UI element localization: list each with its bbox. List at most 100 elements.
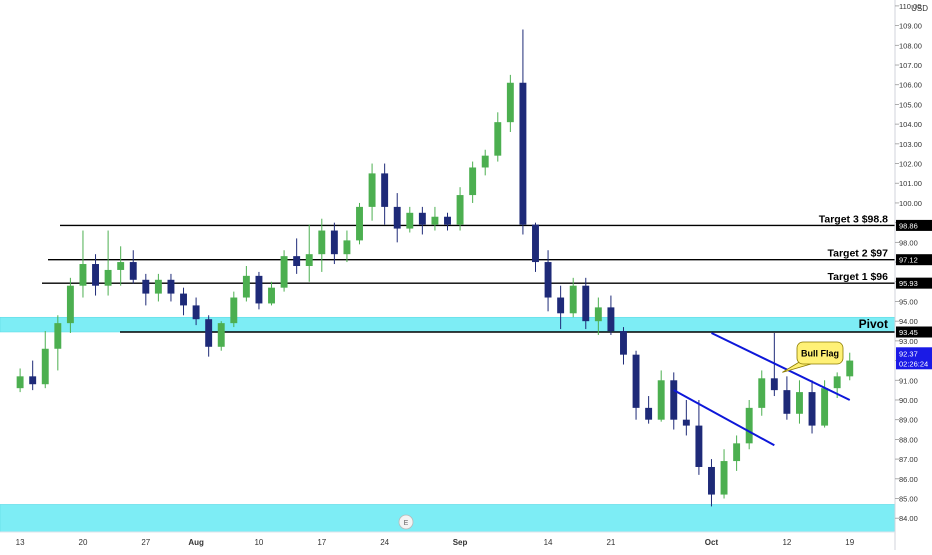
candle-body [318, 230, 326, 255]
x-tick-label: 17 [317, 538, 326, 547]
x-tick-label: 14 [544, 538, 553, 547]
candle-body [79, 264, 87, 286]
level-label-1: Target 2 $97 [827, 248, 888, 260]
candle-body [368, 173, 376, 207]
candle-body [745, 407, 753, 444]
y-tick-label: 100.00 [899, 199, 922, 208]
y-tick-label: 87.00 [899, 455, 918, 464]
candles-layer [16, 29, 854, 507]
candle-body [431, 216, 439, 225]
candle-body [519, 82, 527, 225]
price-axis[interactable]: USD 84.00 85.00 86.00 87.00 88.00 89.00 90.00 9… [894, 0, 932, 550]
candle-body [29, 376, 37, 385]
y-tick-label: 85.00 [899, 495, 918, 504]
candle-body [444, 216, 451, 225]
candle-body [54, 323, 62, 349]
y-tick-label: 86.00 [899, 475, 918, 484]
x-tick-label: 27 [141, 538, 150, 547]
candle-body [833, 376, 841, 389]
y-tick-label: 90.00 [899, 396, 918, 405]
y-tick-label: 109.00 [899, 22, 922, 31]
y-tick-label: 106.00 [899, 81, 922, 90]
y-tick-label: 110.00 [899, 2, 921, 11]
callout-label: Bull Flag [801, 349, 839, 359]
candle-body [582, 285, 590, 322]
callout-box[interactable] [796, 341, 844, 365]
price-tag-0-box [896, 219, 932, 231]
level-label-2: Target 1 $96 [827, 271, 888, 283]
candle-body [293, 256, 301, 266]
x-tick-label: Oct [705, 538, 719, 547]
y-tick-label: 107.00 [899, 61, 922, 70]
candle-body [217, 323, 225, 347]
candle-body [481, 155, 489, 168]
price-tag-1-box [896, 254, 932, 266]
x-tick-label: Sep [453, 538, 468, 547]
channel-lower-line [673, 389, 775, 447]
candle-body [66, 285, 74, 324]
candle-body [205, 319, 213, 347]
y-tick-label: 91.00 [899, 376, 918, 385]
x-tick-label: 19 [845, 538, 854, 547]
x-tick-label: 10 [254, 538, 263, 547]
x-tick-label: Aug [188, 538, 204, 547]
price-tag-0: 98.86 [899, 221, 918, 230]
y-tick-label: 105.00 [899, 100, 922, 109]
y-tick-label: 101.00 [899, 179, 922, 188]
candle-body [180, 293, 187, 306]
candle-body [305, 254, 313, 266]
price-tag-1: 97.12 [899, 256, 918, 265]
candle-body [41, 348, 49, 385]
candle-body [255, 275, 263, 304]
last-price-tag: 92.37 [899, 349, 918, 358]
y-tick-label: 98.00 [899, 238, 918, 247]
candle-body [154, 279, 162, 294]
candle-body [796, 392, 803, 414]
candle-body [16, 376, 24, 389]
candle-body [783, 390, 791, 414]
candle-body [117, 262, 125, 270]
zone-0 [0, 316, 896, 333]
event-marker[interactable] [398, 514, 414, 530]
candle-body [268, 287, 275, 304]
candle-body [657, 380, 665, 420]
candle-body [456, 195, 464, 225]
event-marker-label: E [404, 520, 409, 527]
candle-body [846, 360, 854, 377]
price-tag-2-box [896, 277, 932, 289]
candle-body [242, 275, 250, 298]
candle-body [607, 307, 615, 332]
channel-layer [673, 332, 851, 447]
candle-body [594, 307, 602, 322]
y-tick-label: 95.00 [899, 297, 918, 306]
price-tag-3-box [896, 326, 932, 338]
candle-body [230, 297, 238, 324]
candle-body [406, 212, 414, 229]
candle-body [620, 331, 627, 355]
x-tick-label: 21 [606, 538, 615, 547]
time-axis[interactable]: 13 20 27 Aug 10 17 24 Sep 14 21 Oct 12 19 [0, 531, 895, 547]
x-ticks: 13 20 27 Aug 10 17 24 Sep 14 21 Oct 12 19 [16, 538, 855, 547]
candle-body [167, 279, 175, 294]
countdown-tag: 02:26:24 [899, 359, 928, 368]
x-tick-label: 20 [79, 538, 88, 547]
y-tick-label: 89.00 [899, 416, 918, 425]
candle-body [670, 380, 678, 420]
candle-body [142, 279, 150, 294]
y-tick-label: 102.00 [899, 160, 922, 169]
candle-body [469, 167, 477, 196]
y-tick-label: 84.00 [899, 514, 918, 523]
price-tag-3: 93.45 [899, 328, 918, 337]
candle-body [821, 388, 829, 426]
x-tick-label: 24 [380, 538, 389, 547]
channel-upper-line [711, 332, 851, 401]
candle-body [92, 264, 99, 286]
y-ticks: 84.00 85.00 86.00 87.00 88.00 89.00 90.00 91.00… [895, 2, 922, 523]
candle-body [733, 443, 741, 462]
candle-body [758, 378, 766, 408]
candle-body [506, 82, 514, 123]
y-tick-label: 88.00 [899, 435, 918, 444]
